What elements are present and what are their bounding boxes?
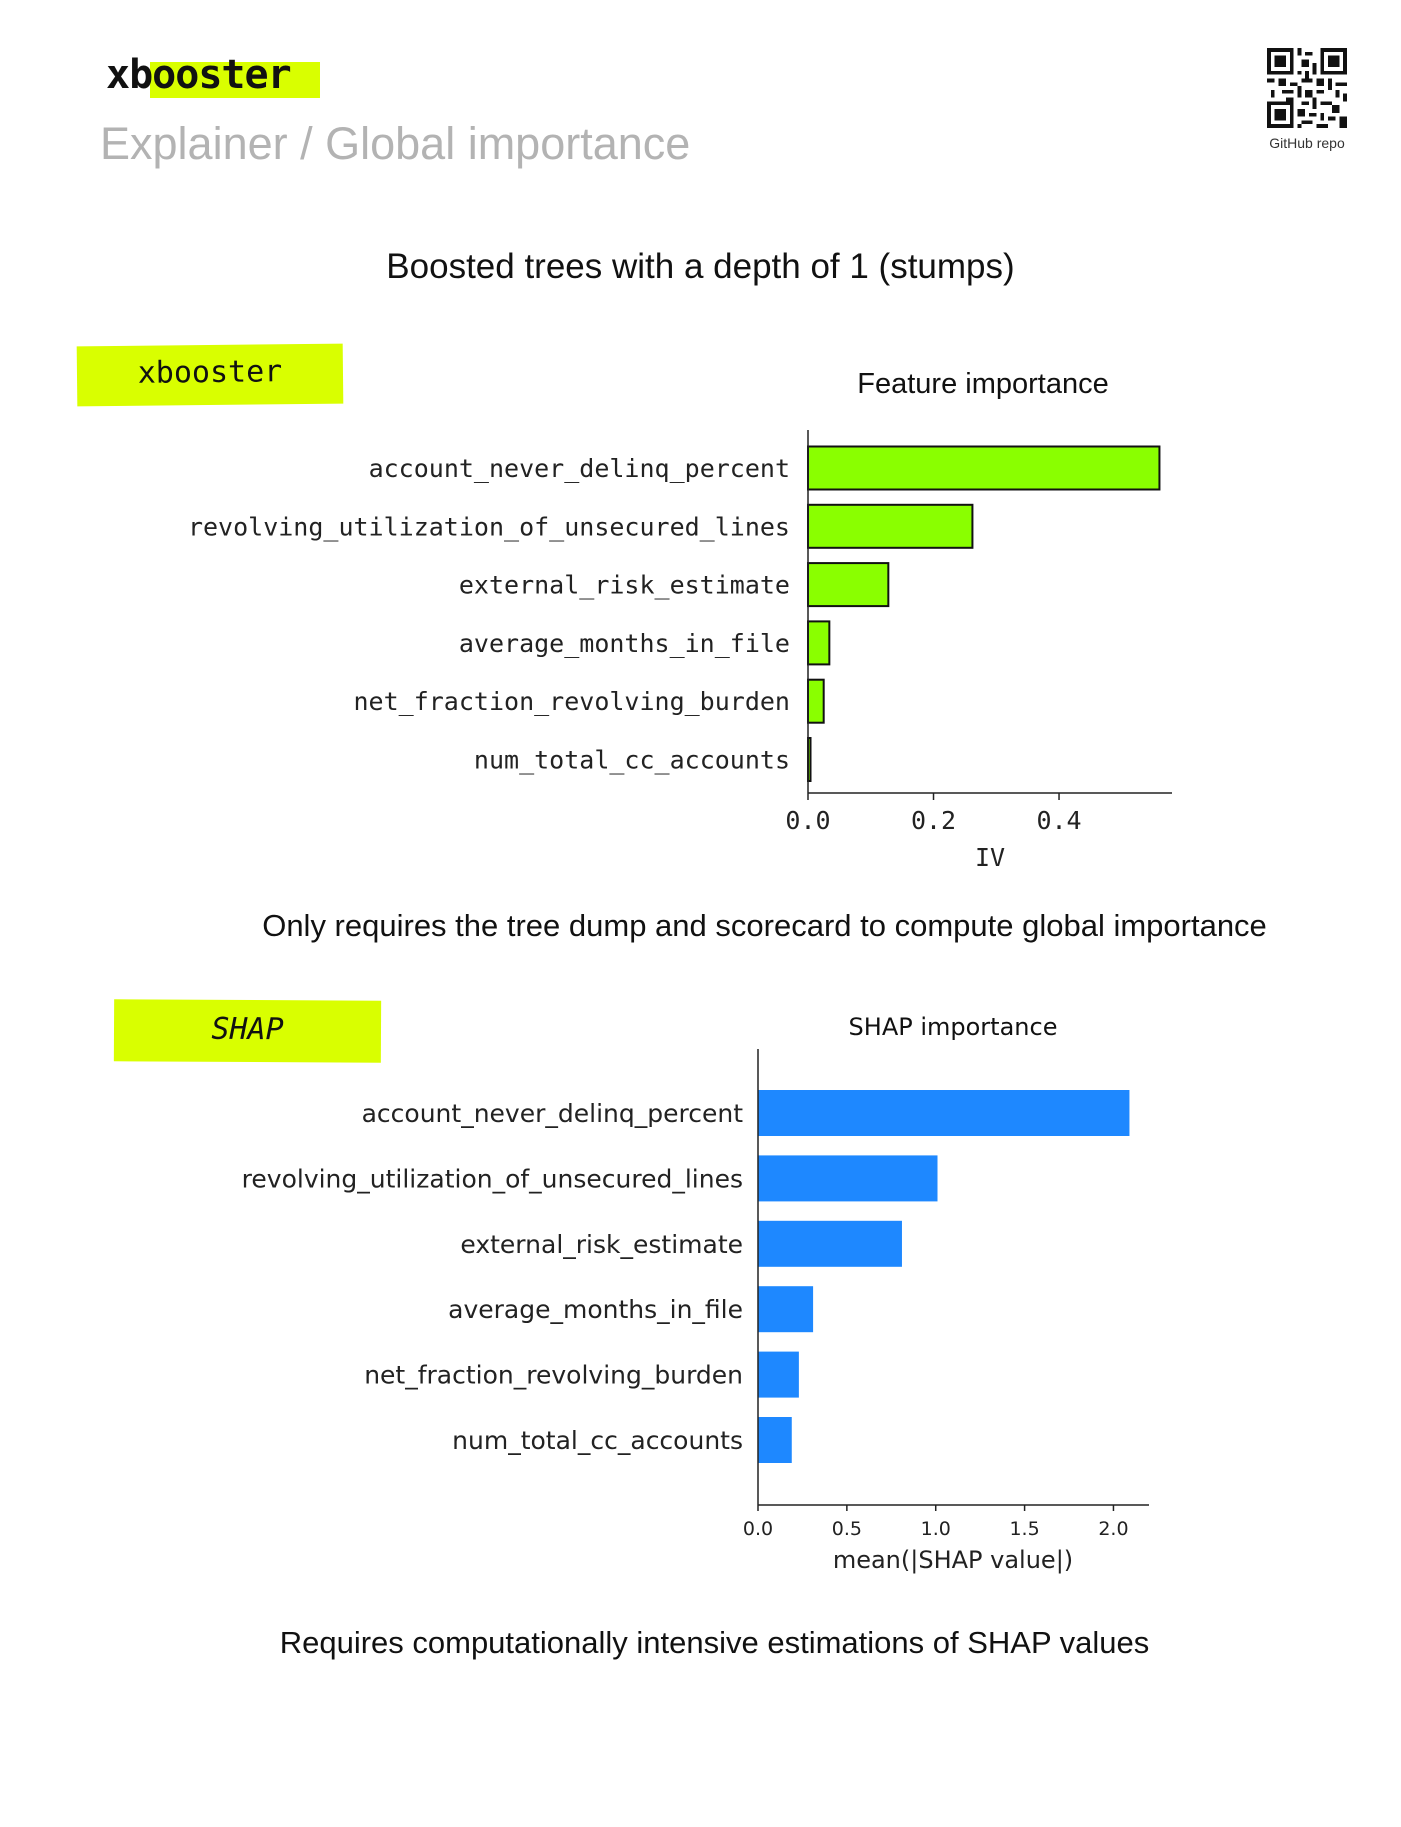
brand-highlight [150, 62, 320, 98]
shap-x-tick-label: 2.0 [1098, 1518, 1128, 1540]
section2-caption: Requires computationally intensive estim… [279, 1625, 1150, 1660]
shap-x-tick-label: 0.5 [832, 1518, 862, 1540]
shap-category-label: revolving_utilization_of_unsecured_lines [242, 1164, 743, 1193]
shap-bar [758, 1220, 902, 1267]
iv-category-label: num_total_cc_accounts [474, 746, 790, 775]
shap-bar [758, 1351, 799, 1398]
shap-category-label: average_months_in_file [448, 1295, 743, 1324]
shap-chart-title: SHAP importance [849, 1013, 1058, 1041]
iv-bar [807, 562, 890, 608]
brand-logo: xbooster [106, 52, 292, 98]
shap-category-label: external_risk_estimate [460, 1230, 743, 1259]
shap-x-tick-label: 1.0 [921, 1518, 951, 1540]
section1-caption: Only requires the tree dump and scorecar… [262, 908, 1267, 943]
qr-code-icon[interactable] [1267, 48, 1347, 128]
shap-bar [758, 1090, 1130, 1136]
iv-x-tick-label: 0.4 [1036, 806, 1081, 835]
iv-category-label: account_never_delinq_percent [369, 454, 790, 483]
page-heading: Boosted trees with a depth of 1 (stumps) [386, 247, 1015, 286]
iv-category-label: revolving_utilization_of_unsecured_lines [188, 512, 790, 541]
iv-bar [807, 678, 825, 724]
shap-x-axis-label: mean(|SHAP value|) [833, 1546, 1073, 1574]
shap-x-tick-label: 0.0 [743, 1518, 773, 1540]
qr-caption: GitHub repo [1269, 135, 1345, 151]
shap-bar [758, 1155, 938, 1202]
iv-category-label: external_risk_estimate [459, 571, 790, 600]
iv-category-label: net_fraction_revolving_burden [354, 687, 791, 716]
iv-bar [807, 620, 831, 666]
shap-x-tick-label: 1.5 [1009, 1518, 1039, 1540]
iv-x-axis-label: IV [975, 843, 1005, 872]
iv-x-tick-label: 0.2 [911, 806, 956, 835]
shap-bar [758, 1286, 814, 1333]
iv-category-label: average_months_in_file [459, 629, 790, 658]
shap-category-label: num_total_cc_accounts [452, 1426, 743, 1455]
iv-chart-title: Feature importance [857, 368, 1108, 400]
iv-bar [807, 503, 974, 549]
page-subtitle: Explainer / Global importance [100, 118, 691, 169]
shap-category-label: net_fraction_revolving_burden [364, 1361, 743, 1390]
shap-bar [758, 1417, 792, 1463]
iv-x-tick-label: 0.0 [785, 806, 830, 835]
iv-bar [807, 445, 1161, 491]
shap-category-label: account_never_delinq_percent [362, 1099, 744, 1128]
